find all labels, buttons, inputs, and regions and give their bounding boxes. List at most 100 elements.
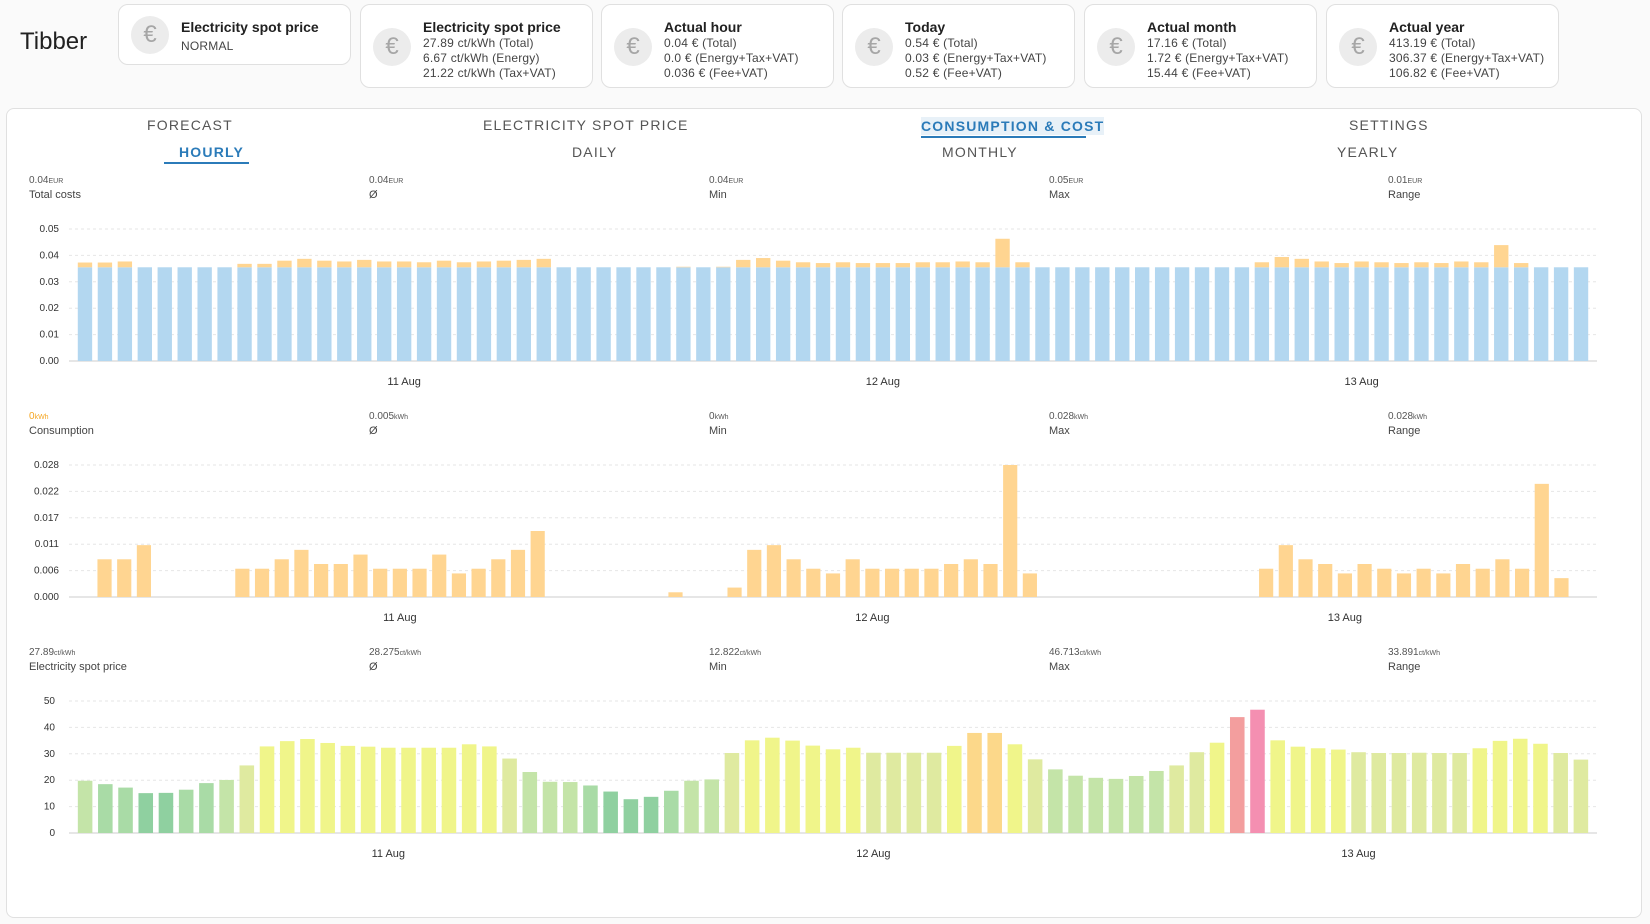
bar bbox=[1189, 752, 1205, 833]
bar-segment-base bbox=[476, 267, 492, 361]
bar-segment-top bbox=[995, 238, 1010, 268]
bar-segment-base bbox=[696, 267, 711, 361]
stat-label: Consumption bbox=[29, 425, 94, 437]
bar bbox=[1411, 752, 1427, 833]
bar bbox=[724, 753, 740, 833]
card-line: 0.54 € (Total) bbox=[905, 36, 978, 50]
bar bbox=[562, 782, 578, 833]
card-title: Electricity spot price bbox=[423, 19, 561, 35]
subtab-yearly[interactable]: YEARLY bbox=[1337, 144, 1399, 160]
bar-segment-base bbox=[1035, 267, 1050, 361]
stat-value: 0.04EUR bbox=[29, 175, 63, 186]
bar-segment-base bbox=[337, 267, 352, 361]
bar-segment-top bbox=[716, 266, 731, 268]
card-line: 0.52 € (Fee+VAT) bbox=[905, 66, 1003, 80]
bar-segment-base bbox=[1254, 267, 1270, 361]
bar-segment-base bbox=[317, 267, 332, 361]
tab-consumption-cost[interactable]: CONSUMPTION & COST bbox=[921, 117, 1105, 135]
bar-segment-top bbox=[337, 261, 352, 268]
y-tick-label: 0.006 bbox=[34, 566, 59, 577]
bar bbox=[704, 779, 719, 833]
stat-unit: EUR bbox=[48, 178, 64, 185]
bar-segment-top bbox=[935, 262, 950, 268]
bar bbox=[944, 564, 959, 597]
bar-segment-top bbox=[416, 262, 432, 268]
stat-unit: EUR bbox=[1407, 178, 1423, 185]
bar-segment-base bbox=[1434, 267, 1449, 361]
subtab-monthly[interactable]: MONTHLY bbox=[942, 144, 1018, 160]
y-tick-label: 0.028 bbox=[34, 460, 59, 471]
summary-card[interactable]: € Actual hour 0.04 € (Total) 0.0 € (Energy+… bbox=[601, 4, 834, 88]
bar-segment-base bbox=[1174, 267, 1190, 361]
bar-segment-base bbox=[117, 267, 133, 361]
bar bbox=[825, 573, 841, 597]
bar-segment-base bbox=[1553, 267, 1569, 361]
card-line: 27.89 ct/kWh (Total) bbox=[423, 36, 534, 50]
bar bbox=[97, 559, 112, 597]
bar bbox=[294, 549, 309, 597]
bar bbox=[1416, 568, 1431, 597]
tab-settings[interactable]: SETTINGS bbox=[1349, 117, 1429, 133]
bar bbox=[136, 545, 151, 597]
bar-segment-top bbox=[875, 263, 891, 268]
bar bbox=[1068, 775, 1083, 833]
bar bbox=[530, 531, 545, 597]
bar bbox=[219, 779, 234, 833]
bar-segment-base bbox=[775, 267, 791, 361]
bar-segment-top bbox=[1514, 263, 1529, 268]
subtab-hourly[interactable]: HOURLY bbox=[179, 144, 245, 160]
bar-segment-base bbox=[1494, 267, 1509, 361]
euro-icon: € bbox=[855, 28, 893, 66]
stat-label: Range bbox=[1388, 189, 1421, 201]
summary-card[interactable]: € Today 0.54 € (Total) 0.03 € (Energy+Tax+V… bbox=[842, 4, 1075, 88]
stat-label: Electricity spot price bbox=[29, 661, 127, 673]
stat-unit: kWh bbox=[714, 414, 729, 421]
summary-card[interactable]: € Electricity spot price 27.89 ct/kWh (Tot… bbox=[360, 4, 593, 88]
stat-unit: EUR bbox=[388, 178, 404, 185]
stat-unit: ct/kWh bbox=[1079, 650, 1101, 657]
bar bbox=[1209, 742, 1225, 833]
subtab-underline bbox=[164, 162, 249, 164]
tab-underline bbox=[921, 136, 1086, 138]
bar bbox=[1337, 573, 1352, 597]
bar-segment-top bbox=[117, 261, 133, 268]
bar bbox=[603, 791, 618, 833]
y-tick-label: 40 bbox=[44, 722, 56, 733]
bar bbox=[178, 789, 194, 833]
y-tick-label: 0.05 bbox=[40, 224, 60, 235]
bar-segment-top bbox=[1494, 245, 1509, 268]
bar bbox=[1229, 717, 1245, 833]
subtab-daily[interactable]: DAILY bbox=[572, 144, 618, 160]
bar-segment-top bbox=[436, 260, 452, 268]
bar bbox=[1534, 483, 1549, 597]
bar-segment-base bbox=[995, 267, 1010, 361]
bar bbox=[727, 587, 742, 597]
tibber-panel: FORECAST ELECTRICITY SPOT PRICE CONSUMPTIO… bbox=[6, 108, 1642, 918]
bar bbox=[906, 752, 922, 833]
bar bbox=[967, 732, 982, 833]
tab-forecast[interactable]: FORECAST bbox=[147, 117, 233, 133]
bar bbox=[510, 549, 526, 597]
stat-unit: kWh bbox=[1413, 414, 1428, 421]
bar-segment-base bbox=[1374, 267, 1389, 361]
stat-number: 0 bbox=[709, 411, 715, 422]
stat-label: Ø bbox=[369, 425, 378, 437]
summary-card[interactable]: € Electricity spot price NORMAL bbox=[118, 4, 351, 65]
bar-segment-base bbox=[1194, 267, 1210, 361]
stat-label: Total costs bbox=[29, 189, 81, 201]
bar-segment-base bbox=[875, 267, 891, 361]
bar-segment-base bbox=[77, 267, 93, 361]
bar bbox=[947, 745, 962, 833]
bar-segment-base bbox=[456, 267, 472, 361]
bar-segment-top bbox=[815, 263, 831, 268]
bar bbox=[333, 564, 348, 597]
chart-spot-price: 0 10 20 30 40 50 11 Aug 12 Aug 13 Aug bbox=[44, 696, 1597, 860]
summary-card[interactable]: € Actual month 17.16 € (Total) 1.72 € (Ener… bbox=[1084, 4, 1317, 88]
tab-electricity-spot-price[interactable]: ELECTRICITY SPOT PRICE bbox=[483, 117, 689, 133]
bar-segment-base bbox=[1394, 267, 1409, 361]
card-line: 413.19 € (Total) bbox=[1389, 36, 1476, 50]
summary-card[interactable]: € Actual year 413.19 € (Total) 306.37 € (En… bbox=[1326, 4, 1559, 88]
stat-unit: kWh bbox=[34, 414, 49, 421]
stat-number: 0.028 bbox=[1388, 411, 1414, 422]
stat-unit: ct/kWh bbox=[54, 650, 76, 657]
